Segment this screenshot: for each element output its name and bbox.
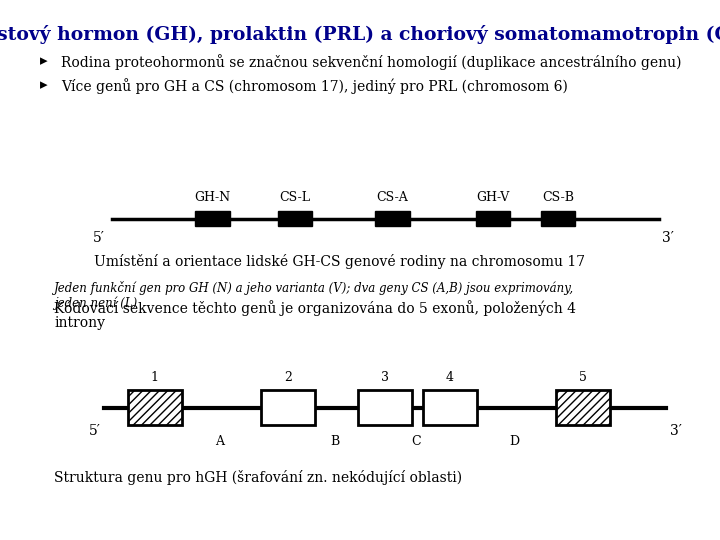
Text: A: A [215, 435, 224, 448]
Text: Růstový hormon (GH), prolaktin (PRL) a choriový somatomamotropin (CS): Růstový hormon (GH), prolaktin (PRL) a c… [0, 24, 720, 44]
Text: CS-B: CS-B [542, 191, 574, 204]
Bar [261, 390, 315, 426]
Text: CS-A: CS-A [377, 191, 408, 204]
Text: 3′: 3′ [670, 424, 681, 438]
Text: 3: 3 [381, 370, 390, 383]
Bar [375, 211, 410, 226]
Text: C: C [411, 435, 421, 448]
Text: D: D [510, 435, 520, 448]
Text: ▸: ▸ [40, 78, 48, 92]
Text: 3′: 3′ [662, 231, 674, 245]
Bar [278, 211, 312, 226]
Bar [557, 390, 611, 426]
Text: Více genů pro GH a CS (chromosom 17), jediný pro PRL (chromosom 6): Více genů pro GH a CS (chromosom 17), je… [61, 78, 568, 94]
Text: GH-N: GH-N [194, 191, 230, 204]
Text: 2: 2 [284, 370, 292, 383]
Text: Kódovací sekvence těchto genů je organizována do 5 exonů, položených 4: Kódovací sekvence těchto genů je organiz… [54, 300, 576, 315]
Text: Jeden funkční gen pro GH (N) a jeho varianta (V); dva geny CS (A,B) jsou exprimo: Jeden funkční gen pro GH (N) a jeho vari… [54, 281, 574, 295]
Text: CS-L: CS-L [279, 191, 311, 204]
Bar [359, 390, 413, 426]
Bar [128, 390, 181, 426]
Text: Struktura genu pro hGH (šrafování zn. nekódující oblasti): Struktura genu pro hGH (šrafování zn. ne… [54, 470, 462, 485]
Text: 4: 4 [446, 370, 454, 383]
Text: 5′: 5′ [93, 231, 104, 245]
Text: Rodina proteohormonů se značnou sekvenční homologií (duplikace ancestrálního gen: Rodina proteohormonů se značnou sekvenčn… [61, 54, 682, 70]
Text: B: B [330, 435, 339, 448]
Bar [195, 211, 230, 226]
Bar [423, 390, 477, 426]
Text: ▸: ▸ [40, 54, 48, 68]
Text: 1: 1 [150, 370, 159, 383]
Text: GH-V: GH-V [477, 191, 510, 204]
Bar [541, 211, 575, 226]
Text: 5: 5 [580, 370, 587, 383]
Bar [476, 211, 510, 226]
Text: Umístění a orientace lidské GH-CS genové rodiny na chromosomu 17: Umístění a orientace lidské GH-CS genové… [94, 254, 585, 269]
Text: jeden není (L): jeden není (L) [54, 297, 138, 310]
Text: introny: introny [54, 316, 105, 330]
Text: 5′: 5′ [89, 424, 101, 438]
